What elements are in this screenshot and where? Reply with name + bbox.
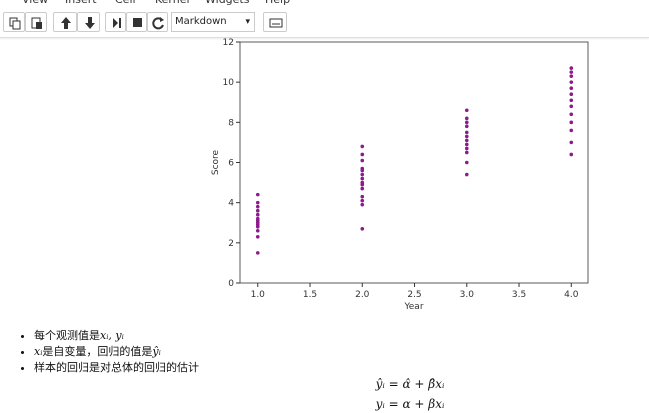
y-tick-label: 0: [228, 279, 234, 289]
y-tick-label: 6: [228, 159, 234, 169]
cell-type-dropdown[interactable]: Markdown: [171, 12, 255, 32]
point: [464, 146, 469, 151]
point: [569, 80, 574, 84]
y-tick-label: 8: [228, 118, 234, 128]
point: [464, 150, 469, 155]
y-tick-label: 10: [223, 78, 235, 88]
point: [569, 152, 574, 157]
point: [464, 108, 469, 113]
point: [360, 144, 365, 149]
point: [569, 66, 574, 70]
formula: ŷᵢ = α̂ + β̂xᵢ: [375, 377, 445, 391]
x-tick-label: 2.5: [407, 290, 421, 300]
point: [360, 180, 365, 185]
y-tick-label: 4: [228, 199, 234, 209]
point: [255, 216, 260, 221]
y-axis-label: Score: [211, 149, 221, 175]
point: [360, 194, 365, 199]
move-up-button[interactable]: [53, 12, 77, 32]
toolbar: Markdown: [0, 0, 649, 38]
math-text: xᵢ, yᵢ: [100, 329, 124, 342]
point: [569, 104, 574, 109]
point: [464, 142, 469, 147]
point: [360, 172, 365, 177]
x-tick-label: 3.0: [460, 290, 475, 300]
point: [255, 212, 260, 217]
x-tick-label: 1.5: [303, 290, 317, 300]
point: [360, 166, 365, 171]
point: [255, 200, 260, 205]
menu-item[interactable]: Cell: [115, 0, 136, 6]
bullet-list: 每个观测值是xᵢ, yᵢxᵢ是自变量，回归的值是ŷᵢ样本的回归是对总体的回归的估…: [20, 328, 199, 376]
x-tick-label: 3.5: [512, 290, 526, 300]
point: [360, 202, 365, 207]
point: [569, 70, 574, 74]
menu-item[interactable]: View: [22, 0, 48, 6]
point: [464, 120, 469, 125]
y-tick-label: 2: [228, 239, 234, 249]
point: [360, 186, 365, 191]
point: [464, 172, 469, 177]
x-tick-label: 4.0: [564, 290, 579, 300]
point: [569, 86, 574, 90]
point: [360, 176, 365, 181]
point: [569, 140, 574, 145]
point: [569, 92, 574, 97]
point: [360, 152, 365, 157]
text: 样本的回归是对总体的回归的估计: [34, 361, 199, 374]
menu-item[interactable]: Help: [265, 0, 290, 6]
menu-item[interactable]: Widgets: [205, 0, 249, 6]
point: [360, 158, 365, 163]
plot-area: [239, 41, 589, 284]
copy-button[interactable]: [3, 12, 25, 32]
paste-button[interactable]: [25, 12, 47, 32]
menu-item[interactable]: Insert: [65, 0, 97, 6]
bullet-item: xᵢ是自变量，回归的值是ŷᵢ: [34, 344, 199, 360]
point: [569, 112, 574, 117]
formula: yᵢ = α + βxᵢ: [375, 397, 445, 411]
math-text: xᵢ: [34, 345, 43, 358]
point: [464, 116, 469, 121]
point: [255, 228, 260, 233]
point: [464, 130, 469, 135]
bullet-item: 样本的回归是对总体的回归的估计: [34, 360, 199, 376]
x-tick-label: 2.0: [355, 290, 370, 300]
point: [255, 208, 260, 213]
point: [569, 74, 574, 78]
keyboard-button[interactable]: [263, 12, 287, 32]
stop-button[interactable]: [126, 12, 147, 32]
point: [360, 226, 365, 231]
text: 每个观测值是: [34, 329, 100, 342]
point: [569, 128, 574, 133]
point: [569, 120, 574, 125]
point: [464, 160, 469, 165]
point: [464, 134, 469, 139]
point: [360, 198, 365, 203]
run-button[interactable]: [105, 12, 126, 32]
point: [464, 124, 469, 129]
point: [464, 138, 469, 143]
x-tick-label: 1.0: [251, 290, 266, 300]
math-text: ŷᵢ: [152, 345, 161, 358]
point: [255, 204, 260, 209]
move-down-button[interactable]: [77, 12, 100, 32]
text: 是自变量，回归的值是: [42, 345, 153, 358]
y-tick-label: 12: [223, 38, 234, 48]
restart-button[interactable]: [147, 12, 168, 32]
scatter-chart: 0 2 4 6 8 10 12 1.0 1.5 2.0 2.5 3.0 3.5 4.0 Year Score: [211, 38, 589, 312]
point: [569, 98, 574, 103]
bullet-item: 每个观测值是xᵢ, yᵢ: [34, 328, 199, 344]
point: [255, 235, 260, 239]
point: [255, 251, 260, 255]
point: [255, 192, 260, 197]
x-axis-label: Year: [403, 302, 423, 312]
menu-item[interactable]: Kernel: [155, 0, 190, 6]
